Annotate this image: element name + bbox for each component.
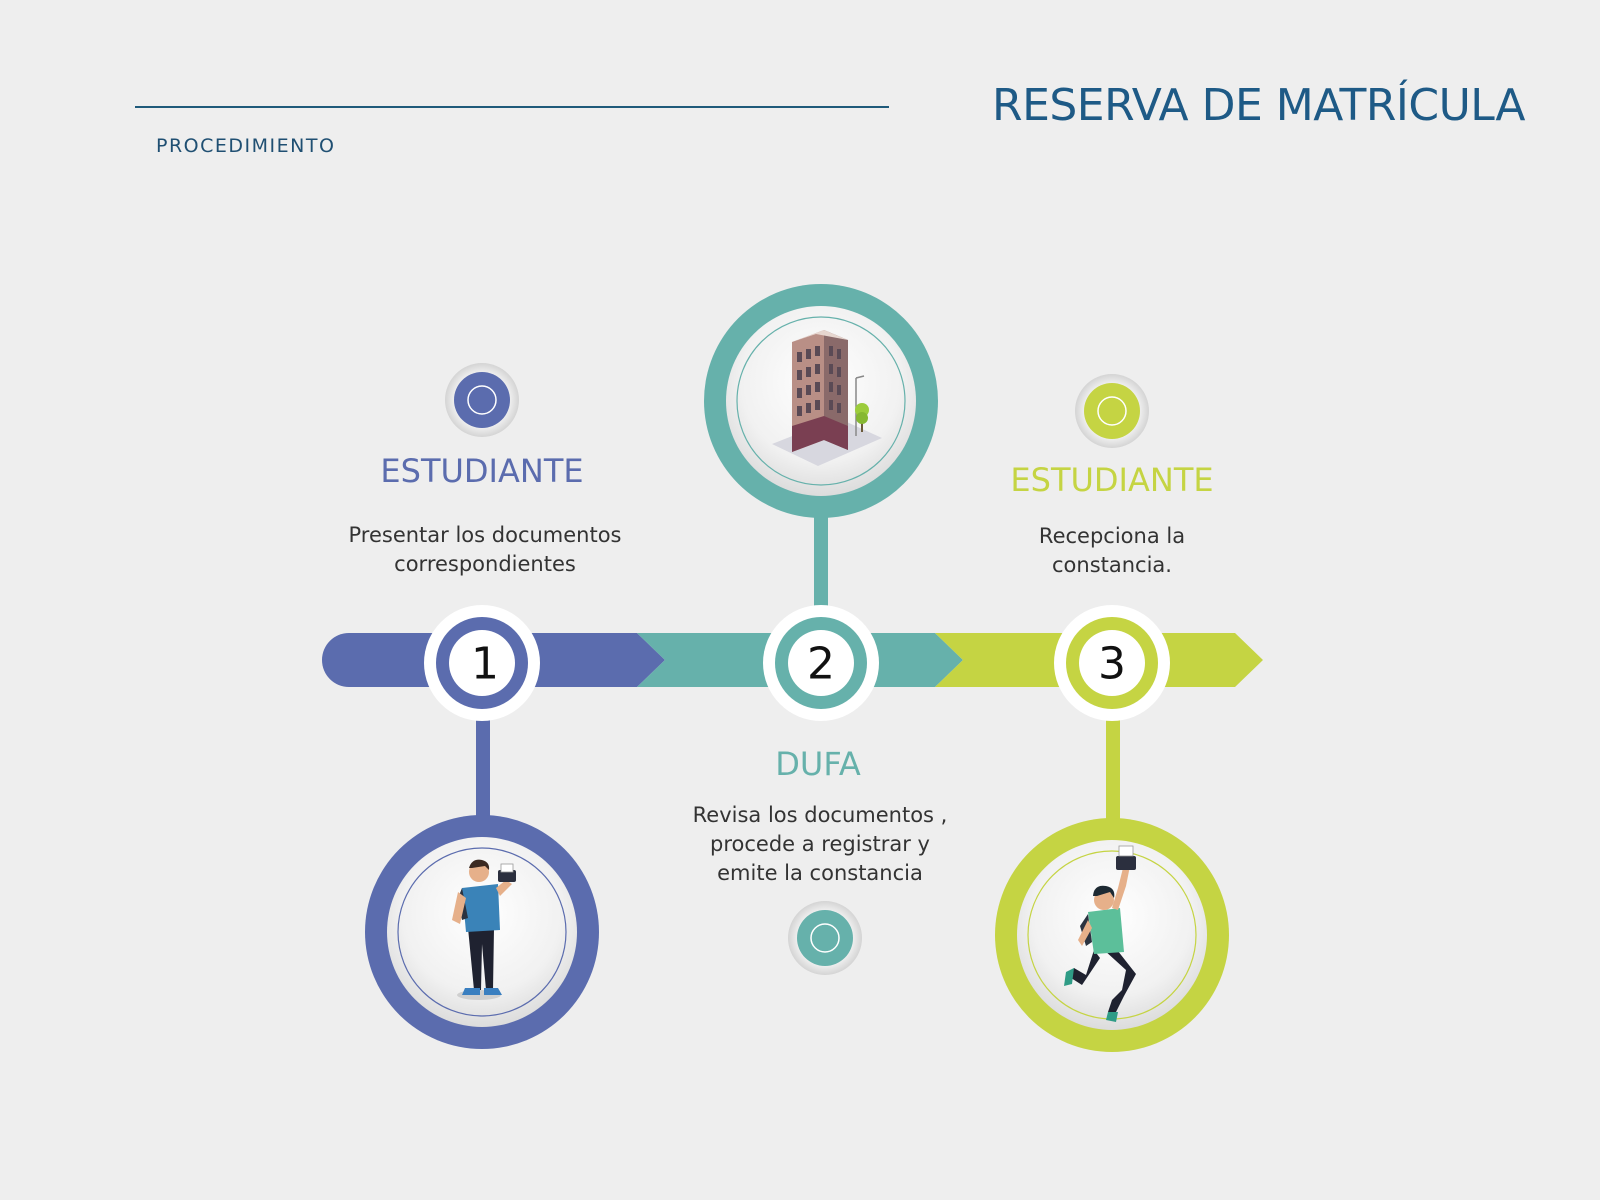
step-2-number: 2 bbox=[807, 638, 835, 690]
step-3-description-line-1: Recepciona la bbox=[1038, 524, 1186, 548]
connector-2 bbox=[814, 505, 828, 609]
step-3-description-line-2: constancia. bbox=[1052, 553, 1172, 577]
connector-1 bbox=[476, 712, 490, 818]
step-1-description-line-2: correspondientes bbox=[394, 552, 576, 576]
section-label: PROCEDIMIENTO bbox=[156, 135, 336, 157]
step-2-description-line-2: procede a registrar y bbox=[710, 832, 930, 856]
step-1-role: ESTUDIANTE bbox=[380, 452, 584, 490]
step-badge-2 bbox=[763, 605, 879, 721]
step-2-description-line-3: emite la constancia bbox=[717, 861, 923, 885]
step-1-description: Presentar los documentos correspondiente… bbox=[348, 521, 621, 579]
step-2-description-line-1: Revisa los documentos , bbox=[692, 803, 948, 827]
header-divider bbox=[135, 106, 889, 108]
dot-marker-1 bbox=[445, 363, 519, 437]
page-title: RESERVA DE MATRÍCULA bbox=[992, 80, 1525, 131]
student-standing-icon bbox=[452, 859, 516, 1000]
step-3-description: Recepciona la constancia. bbox=[1039, 522, 1185, 580]
building-icon bbox=[772, 330, 882, 466]
step-2-role: DUFA bbox=[775, 745, 861, 783]
step-3-number: 3 bbox=[1098, 638, 1126, 690]
step-3-role: ESTUDIANTE bbox=[1010, 461, 1214, 499]
step-2-description: Revisa los documentos , procede a regist… bbox=[693, 801, 948, 888]
step-badge-3 bbox=[1054, 605, 1170, 721]
dot-marker-2 bbox=[788, 901, 862, 975]
step-1-description-line-1: Presentar los documentos bbox=[348, 523, 622, 547]
step-badge-1 bbox=[424, 605, 540, 721]
step-1-number: 1 bbox=[471, 638, 499, 690]
dot-marker-3 bbox=[1075, 374, 1149, 448]
connector-3 bbox=[1106, 712, 1120, 820]
student-jumping-icon bbox=[1064, 845, 1136, 1022]
